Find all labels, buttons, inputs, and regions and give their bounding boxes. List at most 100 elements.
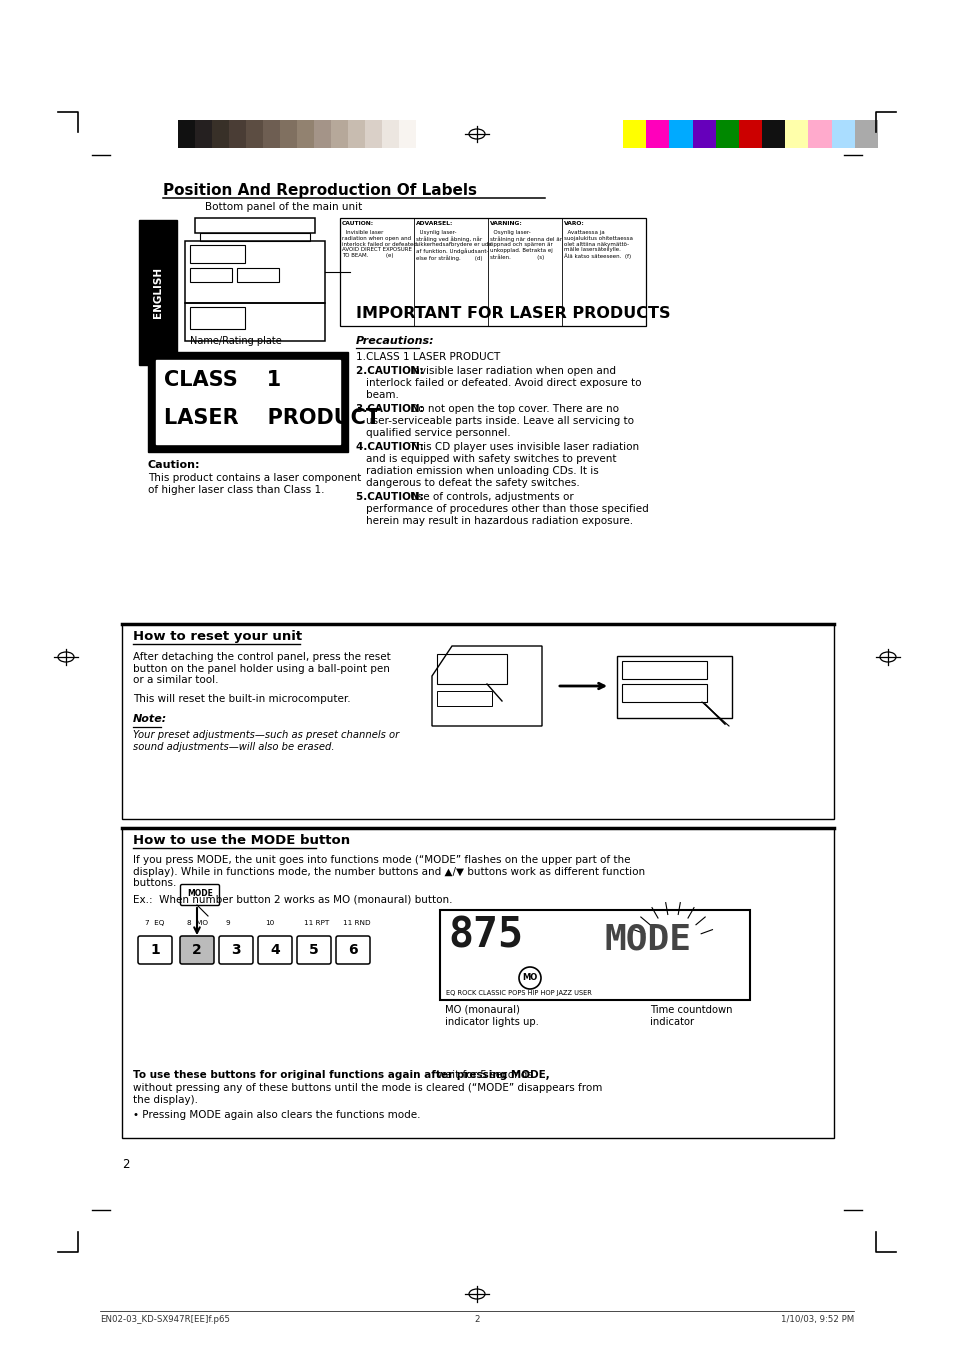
Text: interlock failed or defeated. Avoid direct exposure to: interlock failed or defeated. Avoid dire… <box>366 378 640 388</box>
Bar <box>436 690 492 707</box>
FancyBboxPatch shape <box>138 936 172 965</box>
Text: Your preset adjustments—such as preset channels or
sound adjustments—will also b: Your preset adjustments—such as preset c… <box>132 730 399 751</box>
Text: IMPORTANT FOR LASER PRODUCTS: IMPORTANT FOR LASER PRODUCTS <box>355 305 670 322</box>
Text: 9: 9 <box>226 920 231 925</box>
Text: 5.​CAUTION:: 5.​CAUTION: <box>355 492 423 503</box>
Text: Use of controls, adjustments or: Use of controls, adjustments or <box>407 492 574 503</box>
Text: 5: 5 <box>309 943 318 957</box>
Text: CLASS    1: CLASS 1 <box>164 370 281 390</box>
Text: How to use the MODE button: How to use the MODE button <box>132 834 350 847</box>
Bar <box>156 359 339 444</box>
Bar <box>122 828 833 1138</box>
Bar <box>621 684 706 703</box>
Text: Ex.:  When number button 2 works as MO (monaural) button.: Ex.: When number button 2 works as MO (m… <box>132 894 452 904</box>
Text: 11 RND: 11 RND <box>343 920 370 925</box>
Text: CAUTION:: CAUTION: <box>341 222 374 226</box>
Text: Usynlig laser-
stråling ved åbning, når
sikkerhedsafbrydere er ude
af funktion. : Usynlig laser- stråling ved åbning, når … <box>416 230 491 261</box>
Text: MODE: MODE <box>604 921 691 957</box>
Bar <box>339 218 645 326</box>
Bar <box>212 120 230 149</box>
Text: 3.​CAUTION:: 3.​CAUTION: <box>355 404 423 413</box>
FancyBboxPatch shape <box>257 936 292 965</box>
Text: Note:: Note: <box>132 713 167 724</box>
Bar <box>854 120 878 149</box>
Text: EQ ROCK CLASSIC POPS HIP HOP JAZZ USER: EQ ROCK CLASSIC POPS HIP HOP JAZZ USER <box>446 990 591 996</box>
Bar <box>148 353 348 453</box>
Text: 2: 2 <box>122 1158 130 1171</box>
Text: ADVARSEL:: ADVARSEL: <box>416 222 453 226</box>
Text: ENGLISH: ENGLISH <box>152 266 163 317</box>
Bar <box>784 120 808 149</box>
Text: Position And Reproduction Of Labels: Position And Reproduction Of Labels <box>163 182 476 199</box>
Text: VARNING:: VARNING: <box>490 222 522 226</box>
FancyBboxPatch shape <box>335 936 370 965</box>
Bar <box>645 120 669 149</box>
Text: qualified service personnel.: qualified service personnel. <box>366 428 510 438</box>
Bar <box>621 661 706 680</box>
Bar <box>263 120 280 149</box>
Text: Osynlig laser-
strålning när denna del är
öppnad och spärren är
unkopplad. Betra: Osynlig laser- strålning när denna del ä… <box>490 230 561 259</box>
Bar <box>122 624 833 819</box>
Bar <box>669 120 692 149</box>
Bar <box>381 120 399 149</box>
Text: Invisible laser
radiation when open and
interlock failed or defeated.
AVOID DIRE: Invisible laser radiation when open and … <box>341 230 418 258</box>
Bar <box>194 120 213 149</box>
Text: 2: 2 <box>192 943 202 957</box>
Bar <box>739 120 761 149</box>
Bar <box>190 267 232 282</box>
Bar <box>194 218 314 232</box>
Bar <box>807 120 831 149</box>
Text: To use these buttons for original functions again after pressing MODE,: To use these buttons for original functi… <box>132 1070 549 1079</box>
Bar <box>617 657 731 717</box>
Bar <box>236 267 278 282</box>
Bar <box>692 120 716 149</box>
Text: radiation emission when unloading CDs. It is: radiation emission when unloading CDs. I… <box>366 466 598 476</box>
Bar <box>365 120 382 149</box>
Text: and is equipped with safety switches to prevent: and is equipped with safety switches to … <box>366 454 616 463</box>
Text: wait for 5 seconds: wait for 5 seconds <box>434 1070 533 1079</box>
FancyBboxPatch shape <box>180 885 219 905</box>
Text: performance of procedures other than those specified: performance of procedures other than tho… <box>366 504 648 513</box>
Text: Name/Rating plate: Name/Rating plate <box>190 336 281 346</box>
Text: 10: 10 <box>265 920 274 925</box>
Bar <box>280 120 297 149</box>
Bar <box>314 120 331 149</box>
Bar <box>190 307 245 330</box>
Text: 4.​CAUTION:: 4.​CAUTION: <box>355 442 423 453</box>
Text: Caution:: Caution: <box>148 459 200 470</box>
Text: This CD player uses invisible laser radiation: This CD player uses invisible laser radi… <box>407 442 639 453</box>
Text: 2: 2 <box>474 1315 479 1324</box>
Text: This will reset the built-in microcomputer.: This will reset the built-in microcomput… <box>132 694 351 704</box>
Bar <box>296 120 314 149</box>
Bar <box>139 220 177 365</box>
Text: 11 RPT: 11 RPT <box>304 920 329 925</box>
Text: beam.: beam. <box>366 390 398 400</box>
Text: EN02-03_KD-SX947R[EE]f.p65: EN02-03_KD-SX947R[EE]f.p65 <box>100 1315 230 1324</box>
Text: Do not open the top cover. There are no: Do not open the top cover. There are no <box>407 404 618 413</box>
Text: MO: MO <box>521 973 537 982</box>
Text: Avattaessa ja
suojalukitus ohitettaessa
olet alttiina näkymättö-
mälle lasersäte: Avattaessa ja suojalukitus ohitettaessa … <box>563 230 633 259</box>
Text: After detaching the control panel, press the reset
button on the panel holder us: After detaching the control panel, press… <box>132 653 391 685</box>
Bar <box>178 120 195 149</box>
Bar <box>185 303 325 340</box>
Bar <box>229 120 246 149</box>
Bar <box>246 120 263 149</box>
Text: 4: 4 <box>270 943 279 957</box>
Bar <box>715 120 739 149</box>
Text: LASER    PRODUCT: LASER PRODUCT <box>164 408 379 428</box>
Text: 7  EQ: 7 EQ <box>145 920 164 925</box>
Text: herein may result in hazardous radiation exposure.: herein may result in hazardous radiation… <box>366 516 633 526</box>
Text: VARO:: VARO: <box>563 222 584 226</box>
Text: MO (monaural)
indicator lights up.: MO (monaural) indicator lights up. <box>444 1005 538 1027</box>
FancyBboxPatch shape <box>219 936 253 965</box>
Text: 8  MO: 8 MO <box>187 920 208 925</box>
Text: Invisible laser radiation when open and: Invisible laser radiation when open and <box>407 366 616 376</box>
Bar <box>761 120 785 149</box>
Bar <box>398 120 416 149</box>
Text: Bottom panel of the main unit: Bottom panel of the main unit <box>205 203 362 212</box>
Text: MODE: MODE <box>187 889 213 898</box>
Text: How to reset your unit: How to reset your unit <box>132 630 302 643</box>
Text: If you press MODE, the unit goes into functions mode (“MODE” flashes on the uppe: If you press MODE, the unit goes into fu… <box>132 855 644 888</box>
Bar <box>439 911 749 1000</box>
Text: 1/10/03, 9:52 PM: 1/10/03, 9:52 PM <box>780 1315 853 1324</box>
